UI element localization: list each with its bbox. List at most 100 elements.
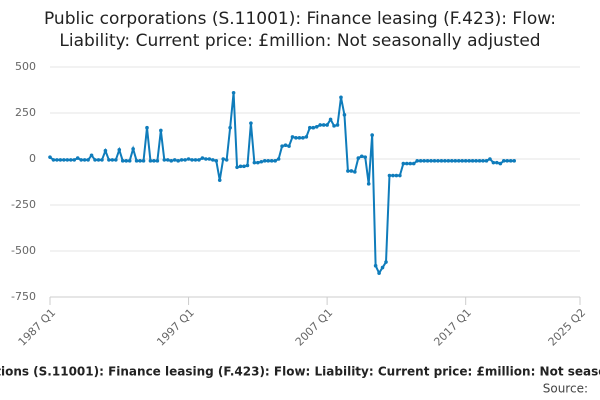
point [339, 95, 343, 100]
point [387, 173, 392, 178]
point [495, 160, 499, 165]
x-tick-label: 2025 Q2 [546, 306, 589, 349]
x-tick-label: 2007 Q1 [293, 306, 336, 349]
point [335, 123, 340, 127]
point [398, 173, 402, 178]
point [353, 170, 357, 174]
point [436, 159, 440, 163]
point [252, 160, 257, 165]
chart-title: Liability: Current price: £million: Not … [59, 31, 540, 51]
point [79, 158, 83, 162]
point [266, 159, 271, 163]
point [328, 117, 333, 122]
point [155, 159, 160, 163]
point [159, 128, 163, 133]
point [283, 143, 288, 147]
point [418, 159, 423, 163]
point [425, 159, 430, 163]
point [456, 159, 461, 163]
point [186, 157, 191, 161]
caption: Public corporations (S.11001): Finance l… [0, 365, 600, 379]
point [62, 158, 66, 162]
point [463, 159, 468, 163]
point [207, 157, 212, 161]
point [443, 159, 447, 163]
point [429, 159, 433, 163]
point [238, 164, 243, 169]
point [217, 178, 222, 182]
point [366, 182, 371, 186]
point [110, 158, 115, 162]
point [127, 159, 132, 163]
point [474, 159, 478, 163]
y-tick-label: 250 [15, 106, 36, 119]
point [460, 159, 465, 163]
point [498, 161, 503, 166]
point [359, 154, 364, 159]
point [415, 159, 419, 163]
point [145, 125, 149, 130]
x-tick-label: 1987 Q1 [16, 306, 59, 349]
point [231, 90, 236, 95]
point [401, 161, 406, 166]
line [49, 92, 515, 276]
point [249, 121, 253, 125]
point [72, 158, 77, 162]
point [242, 164, 246, 169]
point [384, 260, 388, 264]
y-tick-label: -250 [11, 198, 36, 211]
x-tick-label: 1997 Q1 [154, 306, 197, 349]
point [89, 153, 94, 158]
point [120, 159, 125, 163]
point [204, 157, 208, 161]
point [446, 159, 451, 163]
point [346, 169, 350, 173]
point [269, 159, 274, 163]
point [211, 158, 215, 162]
point [245, 163, 250, 168]
point [481, 159, 485, 163]
point [176, 159, 180, 163]
point [96, 158, 101, 162]
point [214, 159, 219, 163]
point [58, 158, 63, 162]
point [148, 159, 153, 163]
point [470, 159, 475, 163]
point [318, 123, 322, 127]
point [380, 265, 385, 270]
point [325, 123, 329, 127]
point [55, 158, 59, 162]
point [197, 158, 201, 162]
y-tick-label: -750 [11, 290, 36, 303]
point [65, 158, 70, 162]
point [290, 135, 295, 139]
point [408, 161, 413, 166]
point [287, 144, 291, 148]
point [172, 158, 177, 162]
point [93, 158, 97, 162]
point [114, 158, 118, 162]
point [391, 173, 395, 178]
point [235, 165, 239, 170]
point [169, 159, 174, 163]
point [297, 136, 302, 140]
point [505, 159, 510, 163]
point [467, 159, 471, 163]
point [332, 124, 336, 128]
point [162, 158, 167, 162]
point [411, 161, 416, 166]
point [117, 148, 122, 152]
point [141, 159, 146, 163]
point [439, 159, 444, 163]
point [82, 158, 87, 162]
point [304, 135, 309, 139]
point [179, 158, 184, 162]
point [512, 159, 516, 163]
point [321, 123, 326, 127]
point [273, 159, 277, 163]
point [200, 156, 205, 160]
point [311, 125, 316, 130]
point [68, 158, 73, 162]
point [280, 144, 284, 148]
